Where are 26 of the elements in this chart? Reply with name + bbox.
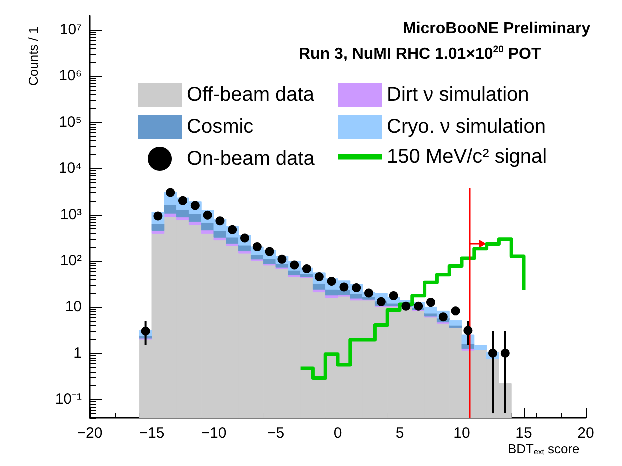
chart-title: MicroBooNE Preliminary <box>403 20 591 38</box>
legend-label: Cosmic <box>187 116 254 138</box>
legend-label: 150 MeV/c² signal <box>387 146 548 168</box>
x-tick-label: 0 <box>334 425 342 442</box>
x-tick-label: 10 <box>454 425 470 442</box>
y-tick-label: 10⁷ <box>60 21 82 38</box>
x-tick-label: 20 <box>578 425 594 442</box>
x-tick-label: −10 <box>201 425 227 442</box>
legend-label: On-beam data <box>187 148 316 170</box>
y-tick-label: 10⁶ <box>59 68 82 85</box>
y-tick-label: 10⁴ <box>58 160 82 178</box>
x-tick-label: −15 <box>139 425 165 442</box>
y-tick-label: 1 <box>74 344 82 362</box>
legend-label: Cryo. ν simulation <box>387 116 546 138</box>
legend-label: Off-beam data <box>187 84 316 106</box>
y-axis-title: Counts / 1 <box>26 26 41 86</box>
y-tick-label: 10⁵ <box>59 114 82 131</box>
x-tick-label: 5 <box>396 425 404 442</box>
y-tick-label: 10² <box>60 252 82 270</box>
y-tick-label: 10 <box>65 298 82 316</box>
y-tick-label: 10⁻¹ <box>55 391 82 408</box>
x-tick-label: 15 <box>516 425 532 442</box>
x-tick-label: −20 <box>77 425 103 442</box>
legend-label: Dirt ν simulation <box>387 84 530 106</box>
y-tick-label: 10³ <box>60 206 82 224</box>
x-tick-label: −5 <box>267 425 285 442</box>
